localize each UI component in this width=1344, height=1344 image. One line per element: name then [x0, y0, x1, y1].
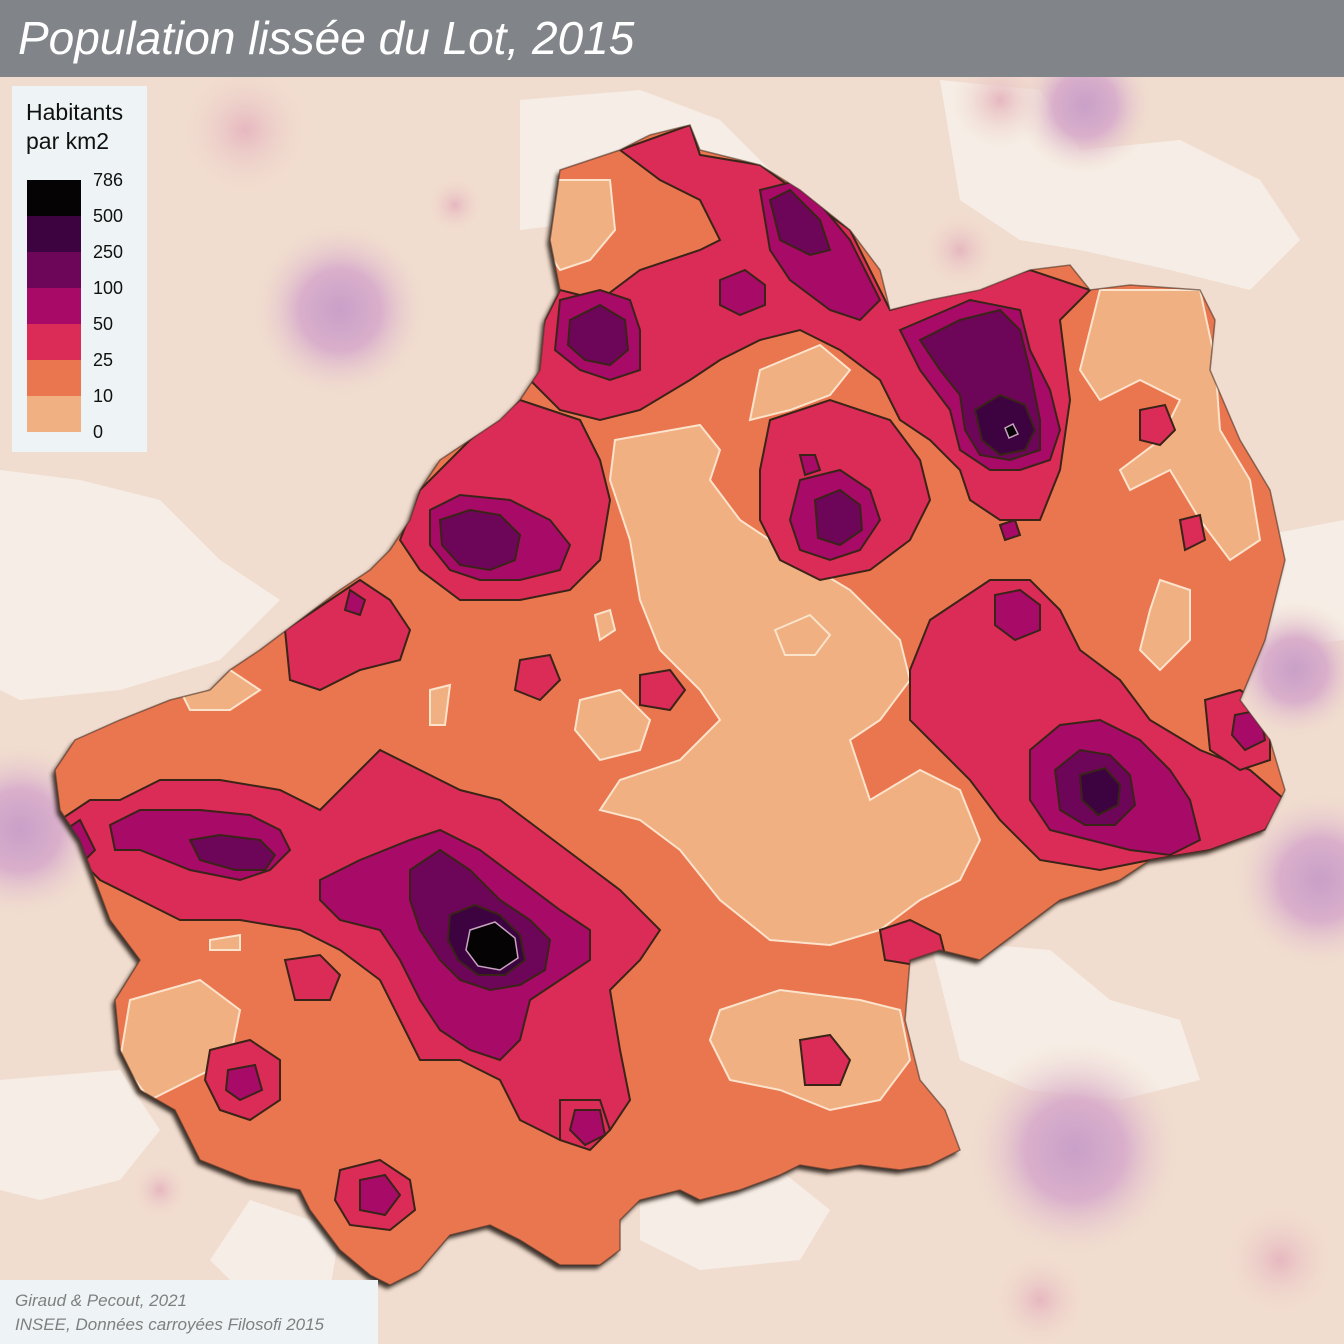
outside-density-glow	[920, 210, 1000, 290]
outside-density-glow	[1230, 790, 1344, 970]
outside-density-glow	[965, 1040, 1185, 1260]
density-class-0-10	[118, 179, 1262, 1112]
lot-department	[54, 124, 1286, 1286]
legend-tick-label: 10	[93, 386, 114, 406]
credit-source: INSEE, Données carroyées Filosofi 2015	[15, 1315, 324, 1334]
legend-title-line1: Habitants	[26, 99, 124, 125]
legend-title: Habitants par km2	[26, 98, 146, 156]
outside-density-glow	[130, 1160, 190, 1220]
outside-density-glow	[175, 60, 315, 200]
legend-swatch	[27, 252, 81, 288]
legend-tick-label: 500	[93, 206, 124, 226]
legend-swatch	[27, 288, 81, 324]
outside-density-glow	[425, 175, 485, 235]
outside-light-patch	[210, 1200, 340, 1300]
legend-tick-label: 250	[93, 242, 124, 262]
legend: Habitants par km2 786 500 250 100 50 25 10 0	[12, 86, 147, 452]
outside-light-patch	[0, 470, 280, 700]
outside-density-glow	[250, 220, 430, 400]
legend-tick-label: 786	[93, 170, 124, 190]
outside-density-glow	[990, 1250, 1090, 1344]
legend-swatch	[27, 396, 81, 432]
legend-swatch	[27, 324, 81, 360]
outside-light-patch	[640, 1170, 830, 1270]
density-class-500-786	[465, 422, 1020, 971]
map-title: Population lissée du Lot, 2015	[18, 12, 635, 64]
legend-tick-label: 100	[93, 278, 124, 298]
legend-swatch	[27, 216, 81, 252]
credits: Giraud & Pecout, 2021 INSEE, Données car…	[0, 1280, 378, 1344]
legend-title-line2: par km2	[26, 128, 110, 154]
outside-density-glow	[1220, 1200, 1340, 1320]
credit-authors: Giraud & Pecout, 2021	[15, 1291, 188, 1310]
legend-tick-label: 25	[93, 350, 114, 370]
outside-light-patch	[0, 1070, 160, 1200]
legend-swatch	[27, 180, 81, 216]
legend-tick-label: 0	[93, 422, 104, 442]
legend-swatch	[27, 360, 81, 396]
title-bar: Population lissée du Lot, 2015	[0, 0, 1344, 77]
legend-tick-label: 50	[93, 314, 114, 334]
